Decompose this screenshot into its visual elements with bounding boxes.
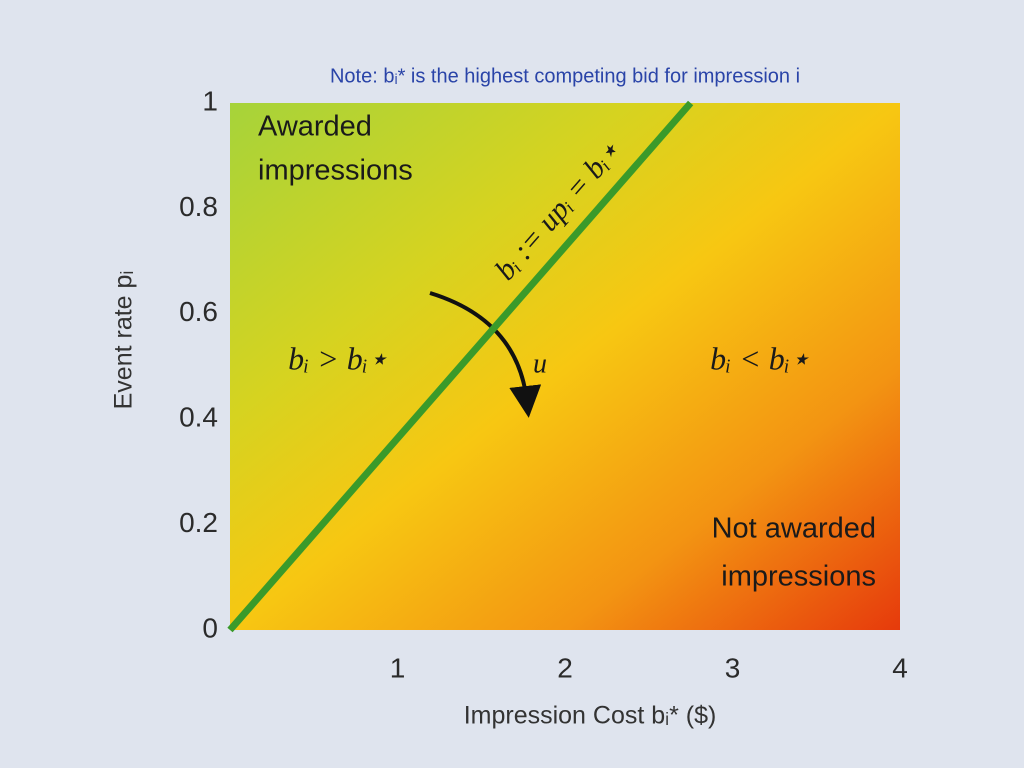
x-axis-label: Impression Cost bᵢ* ($) — [464, 702, 717, 730]
x-tick-label: 2 — [557, 652, 573, 683]
annotation: impressions — [721, 561, 876, 593]
y-tick-label: 0.8 — [179, 191, 218, 222]
y-tick-label: 0.2 — [179, 507, 218, 538]
plot-area — [230, 103, 900, 630]
annotation: impressions — [258, 155, 413, 187]
annotation: Not awarded — [712, 513, 876, 545]
x-tick-label: 4 — [892, 652, 908, 683]
annotation: u — [533, 348, 547, 379]
y-axis-label: Event rate pᵢ — [110, 271, 138, 410]
annotation: bᵢ > bᵢ⋆ — [288, 340, 388, 376]
x-tick-label: 1 — [390, 652, 406, 683]
annotation: bᵢ < bᵢ⋆ — [710, 340, 810, 376]
y-tick-label: 0 — [202, 612, 218, 643]
y-tick-label: 0.6 — [179, 296, 218, 327]
y-tick-label: 1 — [202, 85, 218, 116]
y-tick-label: 0.4 — [179, 402, 218, 433]
x-tick-label: 3 — [725, 652, 741, 683]
arrow — [429, 291, 542, 418]
note: Note: bᵢ* is the highest competing bid f… — [330, 65, 800, 87]
line — [227, 100, 694, 633]
annotation: Awarded — [258, 111, 372, 143]
